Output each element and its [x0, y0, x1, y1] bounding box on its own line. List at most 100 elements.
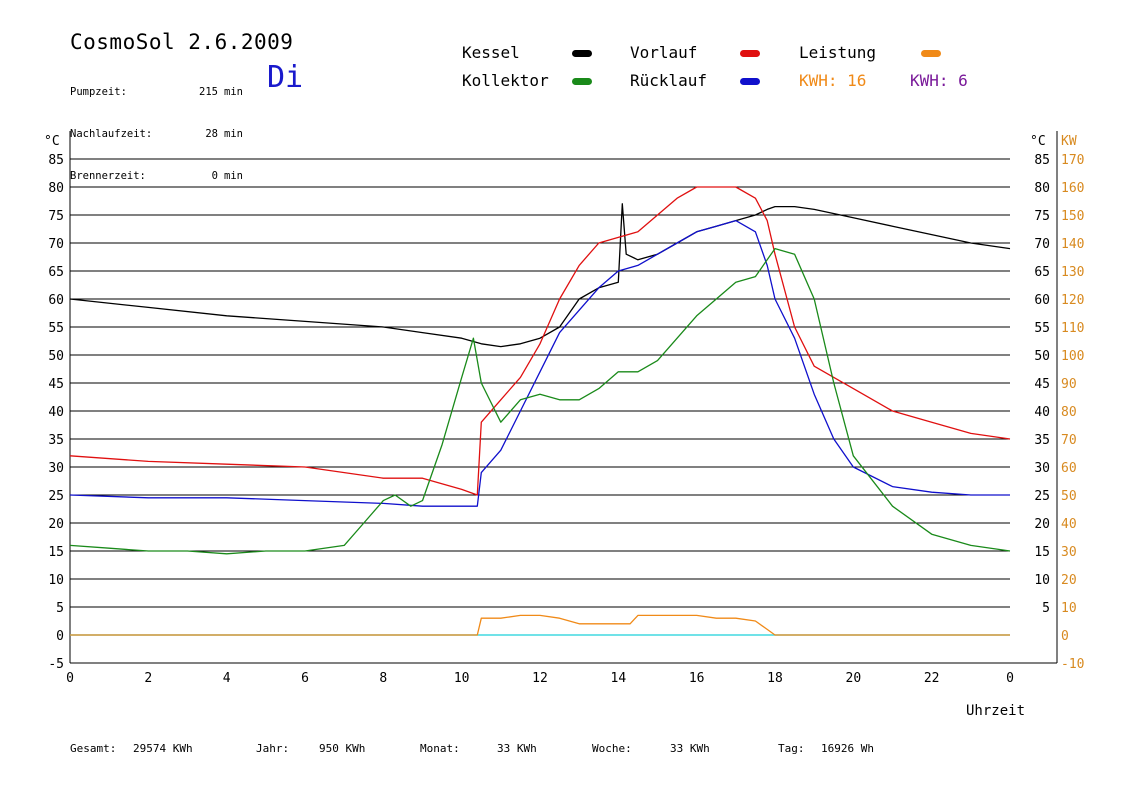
info-value: 215 — [199, 86, 218, 98]
y-unit-right-temp: °C — [1030, 134, 1046, 149]
series — [69, 186, 1011, 636]
runtime-info: Pumpzeit: 215 min Nachlaufzeit: 28 min B… — [70, 57, 243, 197]
footer-label-monat: Monat: — [420, 742, 460, 755]
info-value: 0 — [211, 170, 218, 182]
y-tick-label-left: -5 — [48, 657, 64, 672]
y-tick-label-left: 30 — [48, 461, 64, 476]
series-line-kessel — [69, 203, 1011, 348]
y-tick-label-right-power: 140 — [1061, 237, 1084, 252]
legend-swatch-kessel — [572, 50, 592, 57]
footer-value-monat: 33 KWh — [497, 742, 537, 755]
y-tick-label-left: 25 — [48, 489, 64, 504]
legend-label-kollektor: Kollektor — [462, 71, 549, 90]
y-tick-label-left: 35 — [48, 433, 64, 448]
footer-label-gesamt: Gesamt: — [70, 742, 117, 755]
y-tick-label-right-temp: 80 — [1034, 181, 1050, 196]
x-axis-label: Uhrzeit — [966, 703, 1025, 719]
y-tick-label-right-temp: 15 — [1034, 545, 1050, 560]
y-unit-right-power: KW — [1061, 134, 1077, 149]
footer-value-tag: 16926 Wh — [821, 742, 874, 755]
info-label: Pumpzeit: — [70, 86, 127, 98]
y-tick-label-right-power: 100 — [1061, 349, 1084, 364]
y-tick-label-left: 5 — [56, 601, 64, 616]
footer-label-tag: Tag: — [778, 742, 805, 755]
legend-label-kessel: Kessel — [462, 43, 520, 62]
y-tick-label-right-temp: 85 — [1034, 153, 1050, 168]
y-tick-label-left: 55 — [48, 321, 64, 336]
x-tick-label: 8 — [379, 671, 387, 686]
footer-label-jahr: Jahr: — [256, 742, 290, 755]
chart-title: CosmoSol 2.6.2009 — [70, 30, 294, 54]
weekday-label: Di — [267, 60, 304, 95]
y-tick-label-right-power: 30 — [1061, 545, 1077, 560]
y-tick-label-left: 50 — [48, 349, 64, 364]
y-tick-label-right-power: 0 — [1061, 629, 1069, 644]
y-tick-label-left: 85 — [48, 153, 64, 168]
footer-value-woche: 33 KWh — [670, 742, 710, 755]
y-tick-label-left: 0 — [56, 629, 64, 644]
y-tick-label-right-power: 40 — [1061, 517, 1077, 532]
y-tick-label-right-power: -10 — [1061, 657, 1084, 672]
y-tick-label-right-power: 70 — [1061, 433, 1077, 448]
y-tick-label-right-power: 150 — [1061, 209, 1084, 224]
legend-label-ruecklauf: Rücklauf — [630, 71, 708, 90]
y-tick-label-right-power: 90 — [1061, 377, 1077, 392]
y-tick-label-left: 20 — [48, 517, 64, 532]
kwh-secondary: KWH: 6 — [910, 71, 968, 90]
series-line-vorlauf — [69, 186, 1011, 496]
info-label: Brennerzeit: — [70, 170, 146, 182]
y-tick-label-right-temp: 45 — [1034, 377, 1050, 392]
info-label: Nachlaufzeit: — [70, 128, 153, 140]
info-row-pump: Pumpzeit: 215 min — [70, 85, 243, 99]
legend-swatch-leistung — [921, 50, 941, 57]
footer-label-woche: Woche: — [592, 742, 632, 755]
y-tick-label-right-temp: 40 — [1034, 405, 1050, 420]
y-tick-label-right-temp: 5 — [1042, 601, 1050, 616]
x-tick-label: 14 — [611, 671, 627, 686]
series-line-leistung — [70, 614, 1010, 636]
y-tick-label-right-temp: 20 — [1034, 517, 1050, 532]
x-tick-label: 2 — [144, 671, 152, 686]
x-tick-label: 12 — [532, 671, 548, 686]
x-tick-label: 4 — [223, 671, 231, 686]
x-tick-label: 18 — [767, 671, 783, 686]
y-tick-label-left: 75 — [48, 209, 64, 224]
x-tick-label: 0 — [1006, 671, 1014, 686]
y-tick-label-right-temp: 55 — [1034, 321, 1050, 336]
y-tick-label-right-temp: 65 — [1034, 265, 1050, 280]
info-row-brenner: Brennerzeit: 0 min — [70, 169, 243, 183]
y-tick-label-left: 40 — [48, 405, 64, 420]
x-tick-label: 0 — [66, 671, 74, 686]
x-tick-label: 20 — [846, 671, 862, 686]
y-tick-label-right-power: 160 — [1061, 181, 1084, 196]
legend-label-vorlauf: Vorlauf — [630, 43, 698, 62]
legend-swatch-kollektor — [572, 78, 592, 85]
x-tick-label: 10 — [454, 671, 470, 686]
y-tick-label-left: 60 — [48, 293, 64, 308]
info-unit: min — [224, 128, 243, 140]
axis-labels: -505101520253035404550556065707580855101… — [44, 134, 1084, 719]
info-value: 28 — [205, 128, 218, 140]
y-tick-label-right-power: 10 — [1061, 601, 1077, 616]
legend-label-leistung: Leistung — [799, 43, 877, 62]
y-tick-label-left: 80 — [48, 181, 64, 196]
legend-swatch-ruecklauf — [740, 78, 760, 85]
y-tick-label-right-power: 20 — [1061, 573, 1077, 588]
y-tick-label-right-temp: 10 — [1034, 573, 1050, 588]
y-tick-label-left: 70 — [48, 237, 64, 252]
y-tick-label-left: 45 — [48, 377, 64, 392]
y-tick-label-right-power: 120 — [1061, 293, 1084, 308]
y-tick-label-left: 15 — [48, 545, 64, 560]
y-tick-label-left: 10 — [48, 573, 64, 588]
y-tick-label-right-temp: 50 — [1034, 349, 1050, 364]
legend-swatch-vorlauf — [740, 50, 760, 57]
y-tick-label-right-power: 80 — [1061, 405, 1077, 420]
info-unit: min — [224, 86, 243, 98]
y-tick-label-right-power: 110 — [1061, 321, 1084, 336]
axes — [69, 131, 1058, 664]
y-tick-label-right-temp: 35 — [1034, 433, 1050, 448]
y-tick-label-right-power: 50 — [1061, 489, 1077, 504]
y-tick-label-right-temp: 60 — [1034, 293, 1050, 308]
x-tick-label: 22 — [924, 671, 940, 686]
y-tick-label-right-temp: 25 — [1034, 489, 1050, 504]
